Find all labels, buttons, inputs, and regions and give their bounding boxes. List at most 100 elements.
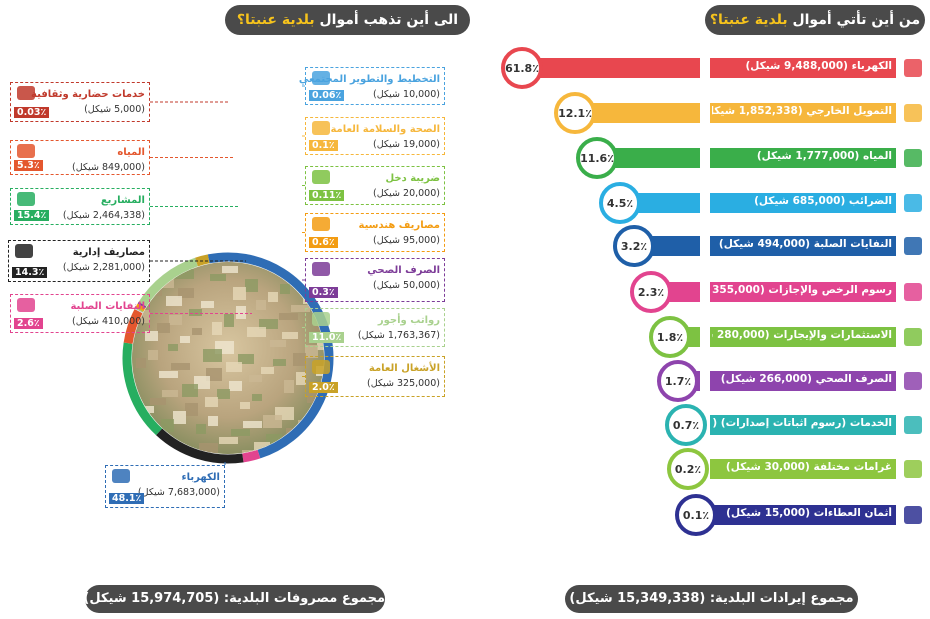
revenue-category: رسوم الرخص والإجازات [768, 284, 892, 296]
expense-category: الكهرباء [181, 472, 220, 483]
revenue-label: أثمان العطاءات (15,000 شيكل) [726, 507, 892, 519]
expense-box: الأشغال العامة (325,000 شيكل) 2.0٪ [305, 356, 445, 397]
expense-amount: (10,000 شيكل) [373, 89, 440, 100]
town-photo [132, 262, 324, 454]
expense-box: الصرف الصحي (50,000 شيكل) 0.3٪ [305, 258, 445, 302]
revenue-share-label: 2.3٪ [638, 286, 664, 299]
revenue-bar [597, 148, 700, 168]
house [238, 354, 254, 364]
house [279, 313, 298, 320]
revenue-label-bar [710, 236, 896, 256]
expense-amount: (95,000 شيكل) [373, 235, 440, 246]
expense-category: المشاريع [100, 195, 145, 206]
house [201, 301, 214, 308]
revenue-label: التمويل الخارجي (1,852,338 شيكل) [712, 105, 892, 117]
revenue-title: من أين تأتي أموال بلدية عنبتا؟ [705, 5, 925, 35]
expense-share-label: 0.06٪ [309, 90, 345, 101]
revenue-icon [904, 328, 922, 346]
donut-segment [242, 449, 261, 463]
revenue-label-bar [710, 459, 896, 479]
donut-segment [135, 303, 146, 312]
expense-box: الكهرباء (7,683,000 شيكل) 48.1٪ [105, 465, 225, 508]
expense-amount: (849,000 شيكل) [71, 162, 145, 173]
revenue-category: الضرائب [848, 195, 892, 207]
expense-amount: (1,763,367 شيكل) [357, 330, 440, 341]
revenue-amount: (1,852,338 شيكل) [712, 105, 803, 117]
revenue-label: غرامات مختلفة (30,000 شيكل) [726, 461, 892, 473]
expense-box: مصاريف هندسية (95,000 شيكل) 0.6٪ [305, 213, 445, 252]
revenue-category: أثمان العطاءات [813, 507, 892, 519]
title-text: من أين تأتي أموال [792, 12, 921, 28]
house [210, 274, 226, 281]
revenue-icon [904, 237, 922, 255]
expense-icon [15, 244, 33, 258]
house [268, 292, 278, 302]
donut-segment [195, 254, 210, 267]
expense-icon [17, 298, 35, 312]
expense-amount: (7,683,000 شيكل) [137, 487, 220, 498]
revenue-label-bar [710, 282, 896, 302]
house [199, 443, 218, 453]
expenses-total: مجموع مصروفات البلدية: (15,974,705 شيكل) [83, 585, 385, 613]
expense-category: الأشغال العامة [368, 363, 440, 374]
expense-amount: (2,281,000 شيكل) [62, 262, 145, 273]
house [196, 424, 206, 434]
house [252, 394, 262, 401]
donut-segment [156, 428, 244, 464]
expense-share-label: 0.11٪ [309, 190, 345, 201]
revenue-category: الصرف الصحي [815, 373, 892, 385]
house [284, 380, 294, 393]
revenue-label-bar [710, 371, 896, 391]
house [203, 349, 222, 362]
revenue-share-label: 12.1٪ [558, 107, 592, 120]
revenue-label: الاستثمارات والإيجارات (280,000 شيكل) [712, 329, 892, 341]
revenue-category: الكهرباء [851, 60, 892, 72]
revenue-icon [904, 283, 922, 301]
revenue-amount: (494,000 شيكل) [718, 238, 811, 250]
revenue-label-bar [710, 148, 896, 168]
house [293, 353, 306, 366]
revenue-amount: (685,000 شيكل) [754, 195, 846, 207]
expense-amount: (325,000 شيكل) [366, 378, 440, 389]
expense-category: التخطيط والتطوير المجتمعي [298, 74, 440, 85]
house [152, 446, 162, 454]
house [212, 322, 222, 335]
house [296, 372, 306, 385]
house [261, 367, 274, 374]
expense-category: خدمات حضارية وثقافية [31, 89, 145, 100]
revenue-bar [522, 58, 700, 78]
house [145, 331, 158, 341]
expense-amount: (2,464,338 شيكل) [62, 210, 145, 221]
revenue-label: النفايات الصلبة (494,000 شيكل) [719, 238, 892, 250]
revenue-amount: (30,000 شيكل) [725, 461, 810, 473]
house [180, 336, 190, 343]
house [169, 315, 182, 325]
house [150, 398, 166, 405]
expense-category: المياه [117, 147, 145, 158]
revenue-amount: (355,000 شيكل) [712, 284, 765, 296]
revenue-share-circle [501, 47, 543, 89]
expense-category: النفايات الصلبة [70, 301, 145, 312]
expense-category: الصحة والسلامة العامة [330, 124, 440, 135]
house [263, 415, 282, 428]
revenue-label-bar [710, 58, 896, 78]
house [171, 363, 190, 370]
house [317, 337, 324, 350]
house [233, 287, 246, 300]
revenue-category: الخدمات (رسوم اثباتات إصدارات) [720, 417, 892, 429]
expense-box: رواتب وأجور (1,763,367 شيكل) 11.0٪ [305, 308, 445, 347]
house [243, 421, 262, 428]
house [229, 381, 242, 391]
expense-icon [112, 469, 130, 483]
title-text: الى أين تذهب أموال [319, 12, 459, 28]
expense-share-label: 14.3٪ [12, 267, 48, 278]
house [231, 429, 250, 436]
revenue-icon [904, 59, 922, 77]
revenue-category: التمويل الخارجي [806, 105, 892, 117]
expense-share-label: 48.1٪ [109, 493, 145, 504]
house [282, 332, 298, 339]
revenue-label-bar [710, 327, 896, 347]
house [273, 359, 286, 366]
revenue-icon [904, 104, 922, 122]
